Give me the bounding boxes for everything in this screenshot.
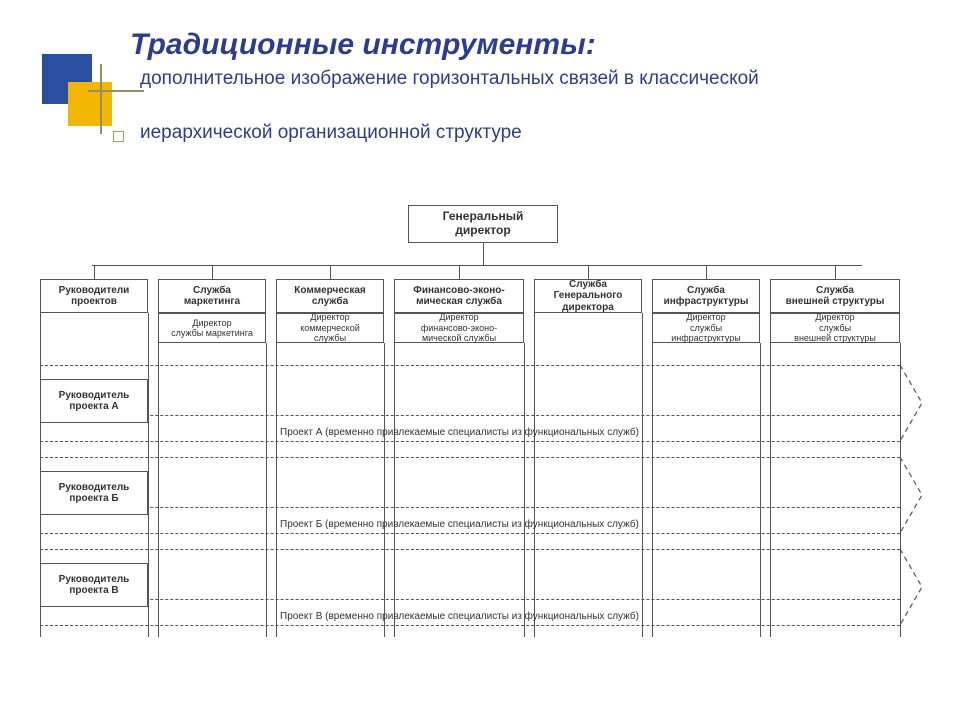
proj-bot-1 [40,533,900,534]
dept-director-2: Директор коммерческой службы [276,313,384,343]
dept-director-3: Директор финансово-эконо- мической служб… [394,313,524,343]
proj-arrow-wedge-1 [900,457,926,537]
proj-mid-0 [40,415,900,416]
dept-title-3: Финансово-эконо- мическая служба [394,279,524,313]
dept-drop-0 [94,265,95,279]
dept-title-2: Коммерческая служба [276,279,384,313]
dept-col-left-2 [276,343,277,637]
dept-drop-4 [588,265,589,279]
proj-head-2: Руководитель проекта В [40,563,148,607]
yellow-square-decor [68,82,112,126]
root-drop [483,243,484,265]
dept-col-left-6 [770,343,771,637]
proj-bot-2 [40,625,900,626]
dept-col-right-4 [642,313,643,637]
dept-col-left-3 [394,343,395,637]
dept-drop-5 [706,265,707,279]
dept-drop-2 [330,265,331,279]
dept-col-left-1 [158,343,159,637]
proj-arrow-wedge-2 [900,549,926,629]
dept-title-6: Служба внешней структуры [770,279,900,313]
dept-col-right-2 [384,343,385,637]
decor-hline [88,90,144,92]
dept-col-left-4 [534,313,535,637]
proj-head-0: Руководитель проекта А [40,379,148,423]
proj-label-0: Проект А (временно привлекаемые специали… [280,427,639,438]
dept-col-right-5 [760,343,761,637]
dept-col-right-1 [266,343,267,637]
proj-label-1: Проект Б (временно привлекаемые специали… [280,519,639,530]
org-chart: Генеральный директор Руководители проекто… [30,205,930,665]
dept-title-5: Служба инфраструктуры [652,279,760,313]
slide: Традиционные инструменты: дополнительное… [0,0,960,720]
subtitle-line-1: дополнительное изображение горизонтальны… [140,68,900,90]
dept-col-right-0 [148,313,149,637]
root-node: Генеральный директор [408,205,558,243]
dept-col-left-5 [652,343,653,637]
decor-vline [100,64,102,134]
dept-title-0: Руководители проектов [40,279,148,313]
proj-bot-0 [40,441,900,442]
dept-title-1: Служба маркетинга [158,279,266,313]
dept-title-4: Служба Генерального директора [534,279,642,313]
proj-mid-2 [40,599,900,600]
proj-top-2 [40,549,900,550]
dept-director-5: Директор службы инфраструктуры [652,313,760,343]
dept-drop-1 [212,265,213,279]
dept-director-6: Директор службы внешней структуры [770,313,900,343]
proj-top-1 [40,457,900,458]
dept-drop-3 [459,265,460,279]
bullet-square-icon [113,131,124,142]
hier-bus [92,265,862,266]
dept-director-1: Директор службы маркетинга [158,313,266,343]
subtitle-line-2: иерархической организационной структуре [140,122,900,144]
proj-arrow-wedge-0 [900,365,926,445]
proj-head-1: Руководитель проекта Б [40,471,148,515]
title: Традиционные инструменты: [130,28,596,62]
proj-label-2: Проект В (временно привлекаемые специали… [280,611,639,622]
proj-mid-1 [40,507,900,508]
dept-drop-6 [835,265,836,279]
dept-col-right-3 [524,343,525,637]
proj-top-0 [40,365,900,366]
